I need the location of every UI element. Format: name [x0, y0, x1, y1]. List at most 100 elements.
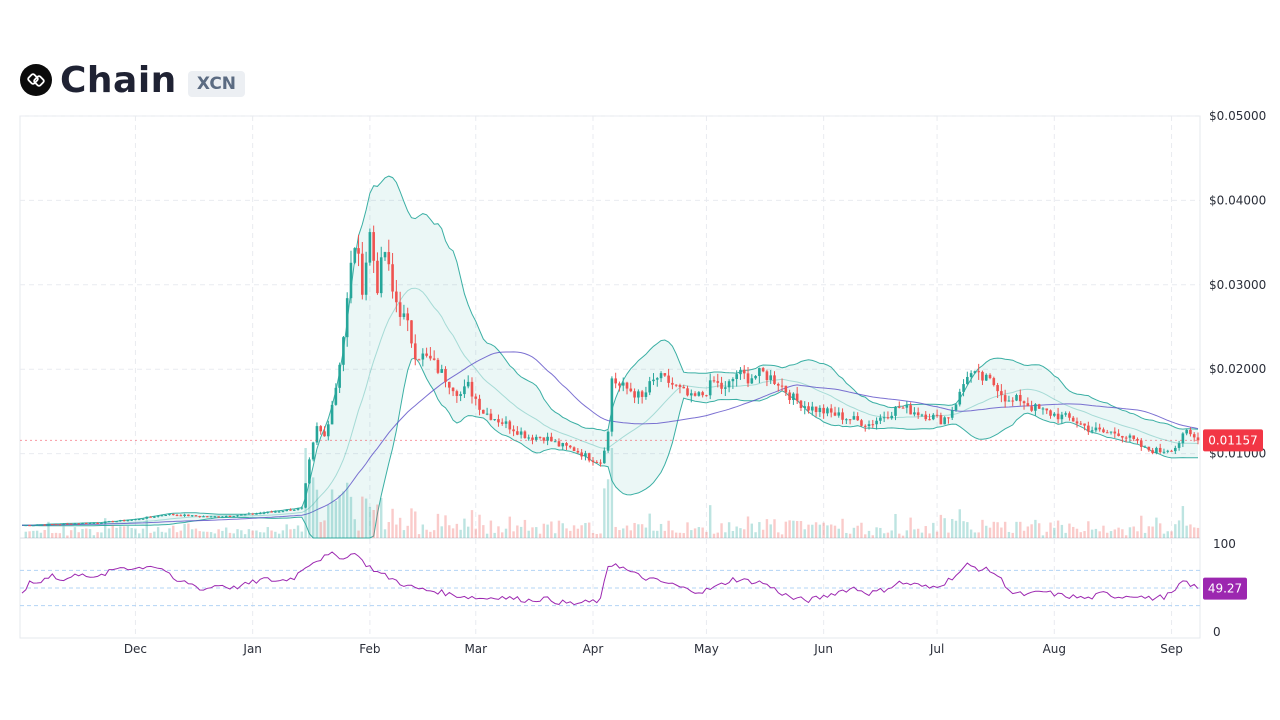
volume-bar: [512, 531, 515, 538]
volume-bar: [1003, 521, 1007, 538]
volume-bar: [455, 523, 459, 538]
volume-bar: [501, 532, 504, 538]
volume-bar: [338, 495, 341, 538]
candle-body: [773, 375, 776, 384]
candle-body: [342, 337, 345, 365]
volume-bar: [985, 525, 988, 538]
candle-body: [546, 436, 549, 441]
candle-body: [500, 422, 504, 424]
volume-bar: [149, 532, 152, 538]
candle-body: [1158, 447, 1162, 453]
volume-bar: [947, 532, 950, 538]
candle-body: [107, 521, 111, 523]
volume-bar: [122, 526, 126, 538]
candle-body: [829, 408, 833, 413]
candle-body: [39, 524, 43, 526]
candle-body: [1177, 443, 1181, 448]
candle-body: [262, 512, 266, 514]
candle-body: [255, 513, 258, 515]
volume-bar: [935, 531, 939, 538]
volume-bar: [879, 527, 882, 538]
candle-body: [213, 516, 217, 518]
volume-bar: [421, 524, 425, 538]
volume-bar: [1117, 527, 1120, 538]
candle-body: [591, 460, 595, 462]
volume-bar: [432, 530, 436, 538]
volume-bar: [1015, 521, 1018, 538]
volume-bar: [788, 520, 791, 538]
volume-bar: [168, 528, 171, 538]
candle-body: [1139, 440, 1143, 447]
volume-bar: [262, 532, 266, 538]
candle-body: [100, 523, 103, 525]
candle-body: [841, 412, 844, 420]
candle-body: [534, 436, 538, 440]
volume-bar: [882, 533, 886, 538]
volume-bar: [1026, 526, 1030, 538]
y-tick-label: $0.04000: [1209, 193, 1266, 207]
volume-bar: [735, 526, 738, 538]
candle-body: [126, 520, 130, 522]
candle-body: [326, 424, 330, 437]
volume-bar: [489, 520, 493, 538]
candle-body: [1041, 408, 1045, 410]
volume-bar: [1155, 517, 1158, 538]
candle-body: [1068, 413, 1071, 418]
candle-body: [122, 520, 126, 522]
volume-bar: [898, 533, 901, 538]
candle-body: [845, 419, 848, 421]
candle-body: [277, 511, 281, 513]
volume-bar: [603, 488, 606, 538]
candle-body: [447, 381, 451, 388]
candle-body: [32, 525, 35, 527]
last-price-badge: [1203, 429, 1263, 452]
volume-bar: [202, 531, 205, 538]
volume-bar: [451, 528, 455, 538]
volume-bar: [1075, 528, 1079, 538]
volume-bar: [720, 523, 723, 538]
volume-bar: [754, 532, 757, 538]
volume-bar: [678, 532, 682, 538]
candle-body: [145, 516, 149, 519]
candle-body: [209, 516, 213, 518]
candle-body: [410, 320, 413, 344]
candle-body: [1007, 400, 1011, 402]
candle-body: [345, 298, 349, 338]
candle-body: [542, 437, 546, 441]
candle-body: [958, 391, 962, 405]
volume-bar: [916, 528, 920, 538]
candle-body: [1037, 404, 1041, 409]
candle-body: [315, 426, 319, 443]
volume-bar: [285, 524, 288, 538]
volume-bar: [334, 501, 338, 538]
candle-body: [413, 343, 417, 360]
volume-bar: [962, 521, 965, 538]
x-tick-label: Aug: [1043, 642, 1066, 656]
candle-body: [383, 252, 387, 258]
candle-body: [674, 384, 678, 386]
volume-bar: [656, 530, 659, 538]
candle-body: [292, 509, 296, 511]
candle-body: [909, 405, 912, 415]
candle-body: [689, 393, 693, 396]
candle-body: [629, 388, 633, 392]
candle-body: [746, 373, 750, 384]
candle-body: [901, 407, 905, 409]
candle-body: [640, 391, 644, 397]
candle-body: [512, 429, 515, 432]
candle-body: [103, 521, 107, 524]
volume-bar: [531, 527, 534, 538]
volume-bar: [674, 532, 678, 538]
candle-body: [871, 424, 875, 426]
volume-bar: [429, 531, 432, 538]
volume-bar: [731, 531, 735, 538]
candle-body: [119, 520, 122, 522]
volume-bar: [614, 526, 617, 538]
bollinger-lower-line: [21, 357, 1198, 539]
candle-body: [1034, 404, 1037, 411]
volume-bar: [1079, 532, 1082, 538]
volume-bar: [746, 516, 750, 538]
x-tick-label: Feb: [359, 642, 380, 656]
x-tick-label: Jul: [929, 642, 944, 656]
